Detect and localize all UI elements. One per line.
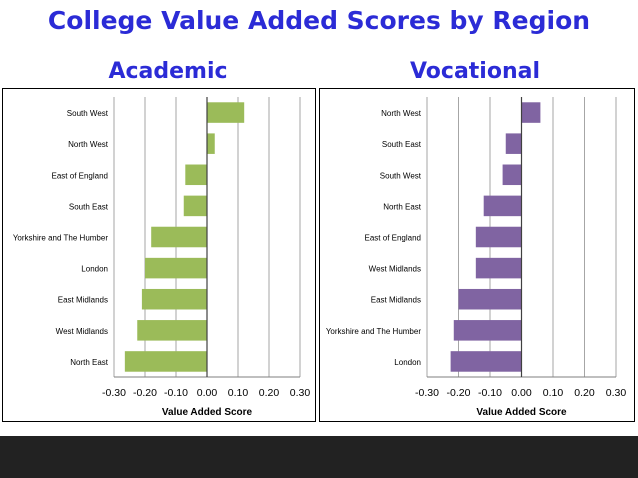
academic-category-label: North East bbox=[70, 358, 109, 367]
academic-bar bbox=[124, 351, 207, 372]
vocational-tick-label: 0.00 bbox=[511, 387, 532, 399]
academic-bar bbox=[141, 288, 207, 310]
vocational-bar bbox=[505, 133, 522, 154]
vocational-category-label: East of England bbox=[365, 234, 421, 243]
vocational-bar bbox=[453, 320, 522, 341]
vocational-tick-label: -0.20 bbox=[447, 387, 471, 399]
academic-tick-label: 0.00 bbox=[197, 387, 218, 399]
vocational-x-axis-title: Value Added Score bbox=[476, 407, 567, 418]
vocational-category-label: East Midlands bbox=[371, 296, 421, 305]
vocational-category-label: North West bbox=[381, 109, 422, 118]
academic-category-label: Yorkshire and The Humber bbox=[13, 234, 109, 243]
vocational-chart-svg: -0.30 -0.20 -0.10 0.00 0.10 0.20 0.30 North Wes… bbox=[326, 97, 627, 418]
vocational-tick-label: 0.10 bbox=[543, 387, 564, 399]
vocational-chart: -0.30 -0.20 -0.10 0.00 0.10 0.20 0.30 North Wes… bbox=[319, 88, 635, 422]
vocational-bar bbox=[483, 195, 522, 217]
vocational-category-label: Yorkshire and The Humber bbox=[326, 327, 422, 336]
academic-x-axis-title: Value Added Score bbox=[162, 407, 253, 418]
vocational-category-label: West Midlands bbox=[369, 265, 421, 274]
academic-bar bbox=[183, 195, 207, 217]
footer-bar bbox=[0, 436, 638, 478]
academic-tick-label: -0.10 bbox=[164, 387, 188, 399]
academic-chart-svg: -0.30 -0.20 -0.10 0.00 0.10 0.20 0.30 South Wes… bbox=[13, 97, 311, 418]
academic-category-label: London bbox=[81, 265, 108, 274]
vocational-bar bbox=[521, 102, 541, 123]
vocational-bar bbox=[502, 164, 522, 186]
academic-tick-label: 0.20 bbox=[259, 387, 280, 399]
vocational-category-label: North East bbox=[383, 202, 422, 211]
academic-category-label: East of England bbox=[52, 171, 108, 180]
vocational-tick-label: -0.10 bbox=[478, 387, 502, 399]
academic-chart-subtitle: Academic bbox=[108, 59, 228, 84]
academic-bar bbox=[207, 102, 245, 123]
vocational-tick-label: 0.30 bbox=[606, 387, 627, 399]
vocational-tick-label: -0.30 bbox=[415, 387, 439, 399]
academic-bar bbox=[207, 133, 215, 154]
academic-tick-label: -0.20 bbox=[133, 387, 157, 399]
academic-category-label: South West bbox=[67, 109, 109, 118]
academic-bar bbox=[151, 226, 207, 248]
academic-category-label: East Midlands bbox=[58, 296, 108, 305]
academic-tick-label: -0.30 bbox=[102, 387, 126, 399]
vocational-category-label: London bbox=[394, 358, 421, 367]
page-title: College Value Added Scores by Region bbox=[47, 6, 591, 35]
vocational-category-label: South East bbox=[382, 140, 422, 149]
vocational-bar bbox=[450, 351, 522, 372]
academic-tick-label: 0.30 bbox=[290, 387, 311, 399]
academic-category-label: West Midlands bbox=[56, 327, 108, 336]
vocational-category-label: South West bbox=[380, 171, 422, 180]
academic-tick-label: 0.10 bbox=[228, 387, 249, 399]
academic-bar bbox=[145, 257, 207, 279]
vocational-bar bbox=[475, 257, 522, 279]
academic-bar bbox=[185, 164, 207, 186]
vocational-bar bbox=[458, 288, 522, 310]
vocational-tick-label: 0.20 bbox=[574, 387, 595, 399]
academic-category-label: North West bbox=[68, 140, 109, 149]
academic-chart: -0.30 -0.20 -0.10 0.00 0.10 0.20 0.30 South Wes… bbox=[2, 88, 316, 422]
vocational-bar bbox=[475, 226, 522, 248]
vocational-chart-subtitle: Vocational bbox=[409, 59, 541, 84]
academic-category-label: South East bbox=[69, 202, 109, 211]
academic-bar bbox=[137, 320, 207, 341]
